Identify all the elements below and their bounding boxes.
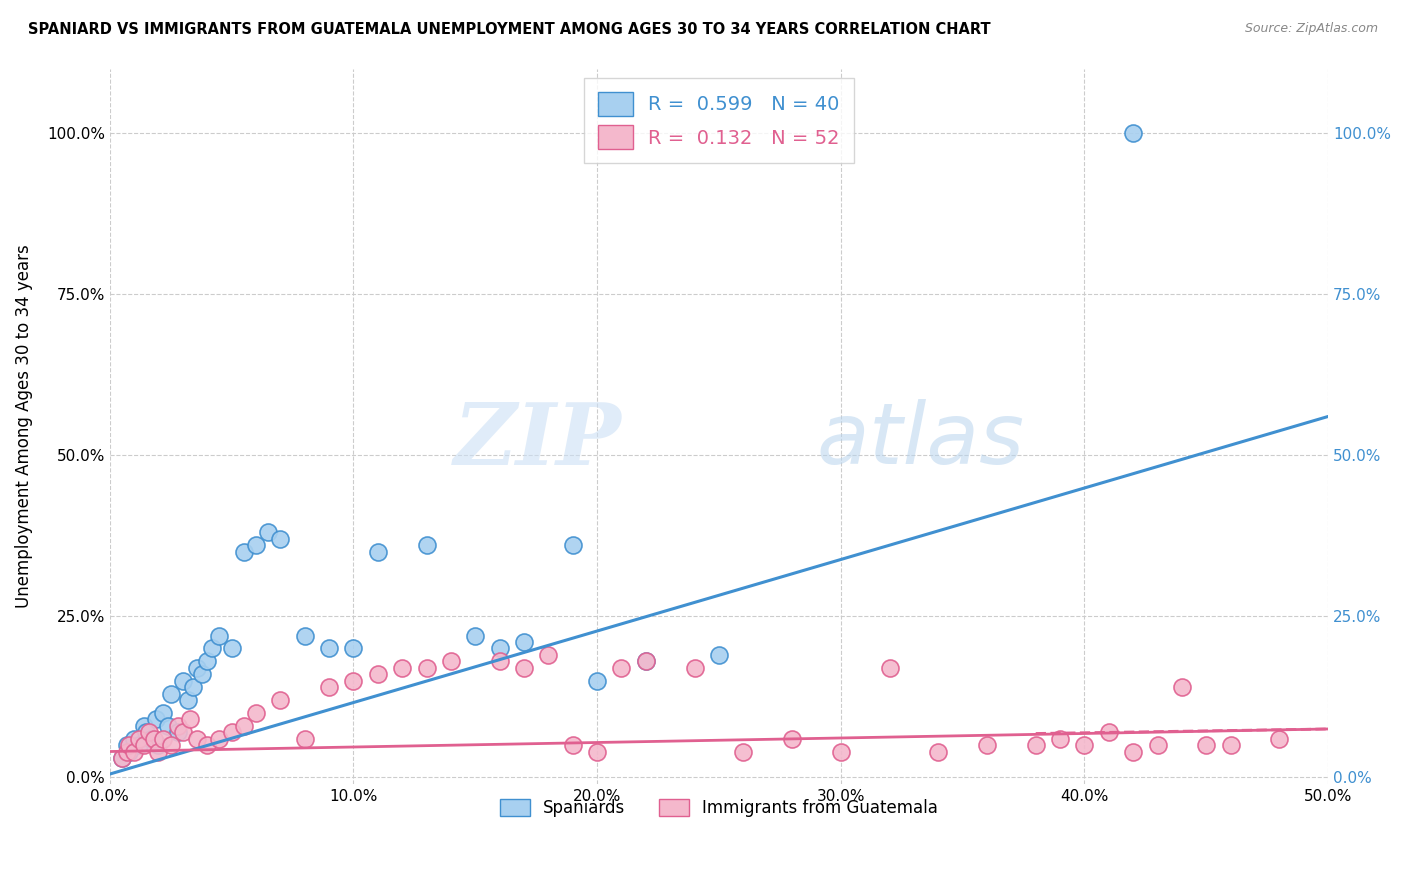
Point (976, 738, 998, 752)
Point (135, 725, 157, 739)
Point (221, 641, 243, 656)
Point (561, 738, 583, 752)
Point (634, 654, 657, 668)
Point (537, 648, 560, 662)
Point (391, 661, 413, 675)
Point (132, 719, 155, 733)
Point (186, 731, 208, 746)
Point (195, 738, 218, 752)
Point (221, 725, 243, 739)
Point (201, 641, 224, 656)
Point (367, 667, 389, 681)
Point (513, 661, 536, 675)
Point (177, 693, 200, 707)
Point (294, 731, 316, 746)
Point (208, 731, 231, 746)
Point (415, 661, 437, 675)
Point (142, 731, 165, 746)
Point (1146, 738, 1168, 752)
Point (342, 673, 364, 688)
Point (464, 628, 486, 642)
Point (148, 738, 170, 752)
Point (128, 731, 150, 746)
Point (830, 745, 852, 759)
Point (141, 731, 163, 746)
Point (179, 712, 201, 726)
Point (318, 641, 340, 656)
Point (152, 731, 174, 746)
Point (610, 661, 633, 675)
Point (1171, 680, 1194, 694)
Point (1025, 738, 1047, 752)
Point (115, 745, 138, 759)
Point (167, 725, 190, 739)
Point (294, 628, 316, 642)
Point (232, 719, 254, 733)
Point (318, 680, 340, 694)
Point (115, 738, 138, 752)
Point (232, 545, 254, 559)
Point (342, 641, 364, 656)
Point (367, 545, 389, 559)
Point (488, 654, 510, 668)
Point (1073, 738, 1095, 752)
Point (440, 654, 463, 668)
Legend: Spaniards, Immigrants from Guatemala: Spaniards, Immigrants from Guatemala (492, 790, 946, 825)
Point (157, 719, 180, 733)
Point (879, 661, 901, 675)
Point (167, 719, 190, 733)
Point (257, 525, 280, 540)
Point (683, 661, 706, 675)
Point (172, 725, 194, 739)
Text: SPANIARD VS IMMIGRANTS FROM GUATEMALA UNEMPLOYMENT AMONG AGES 30 TO 34 YEARS COR: SPANIARD VS IMMIGRANTS FROM GUATEMALA UN… (28, 22, 991, 37)
Point (707, 648, 730, 662)
Point (159, 738, 181, 752)
Point (415, 538, 437, 552)
Point (191, 667, 214, 681)
Point (488, 641, 510, 656)
Point (138, 725, 160, 739)
Point (780, 731, 803, 746)
Point (245, 706, 267, 720)
Point (245, 538, 267, 552)
Point (927, 745, 949, 759)
Point (586, 745, 609, 759)
Point (152, 706, 174, 720)
Point (186, 661, 208, 675)
Point (634, 654, 657, 668)
Point (111, 751, 134, 765)
Point (159, 686, 181, 700)
Point (1122, 126, 1144, 140)
Point (118, 738, 141, 752)
Point (195, 654, 218, 668)
Point (181, 680, 204, 694)
Point (122, 745, 145, 759)
Point (132, 738, 155, 752)
Point (513, 635, 536, 649)
Point (733, 745, 755, 759)
Point (128, 738, 150, 752)
Point (118, 745, 141, 759)
Y-axis label: Unemployment Among Ages 30 to 34 years: Unemployment Among Ages 30 to 34 years (15, 244, 32, 608)
Point (1098, 725, 1121, 739)
Point (1219, 738, 1241, 752)
Point (208, 628, 231, 642)
Point (1122, 745, 1144, 759)
Point (111, 751, 134, 765)
Point (1049, 731, 1071, 746)
Point (561, 538, 583, 552)
Point (269, 693, 291, 707)
Point (586, 673, 609, 688)
Text: ZIP: ZIP (454, 399, 621, 483)
Text: Source: ZipAtlas.com: Source: ZipAtlas.com (1244, 22, 1378, 36)
Point (269, 532, 291, 546)
Text: atlas: atlas (817, 399, 1025, 482)
Point (172, 673, 194, 688)
Point (145, 712, 167, 726)
Point (1268, 731, 1291, 746)
Point (1195, 738, 1218, 752)
Point (122, 731, 145, 746)
Point (148, 745, 170, 759)
